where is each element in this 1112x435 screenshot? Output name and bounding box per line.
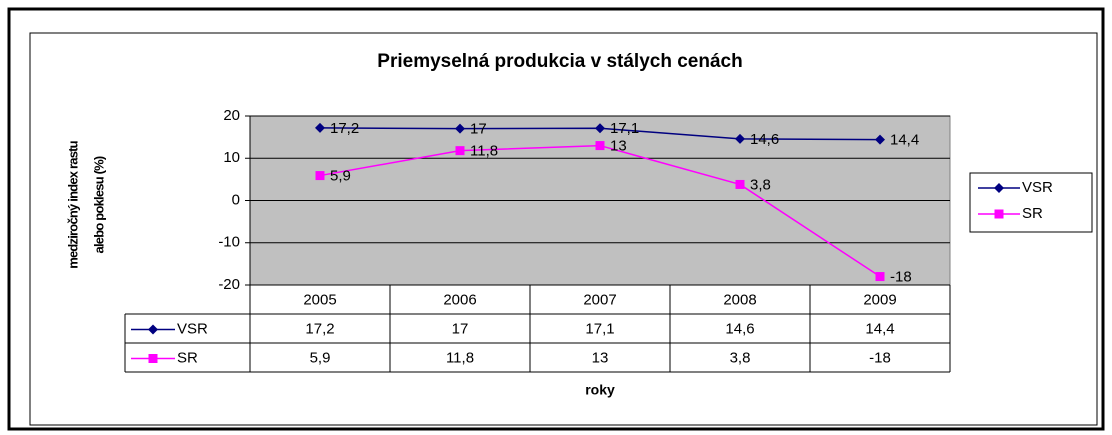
table-series-name: SR (177, 349, 198, 366)
data-label: 11,8 (470, 143, 498, 160)
data-point (595, 141, 605, 151)
data-point (315, 171, 325, 181)
x-tick-label: 2008 (723, 291, 756, 308)
data-label: 17,1 (610, 120, 639, 137)
table-legend-marker (148, 324, 158, 335)
y-tick-label: -10 (218, 234, 240, 251)
data-label: 5,9 (330, 168, 351, 185)
data-point (875, 272, 885, 282)
data-label: 14,6 (750, 131, 779, 148)
x-tick-label: 2007 (583, 291, 616, 308)
table-cell: 13 (592, 349, 609, 366)
data-point (455, 123, 465, 134)
data-label: 17 (470, 121, 487, 138)
data-point (315, 122, 325, 133)
table-cell: 17 (452, 320, 469, 337)
data-label: 17,2 (330, 120, 359, 137)
data-label: 14,4 (890, 132, 919, 149)
data-point (735, 133, 745, 144)
data-point (875, 134, 885, 145)
legend-marker (994, 183, 1004, 193)
table-cell: 5,9 (310, 349, 331, 366)
legend-marker (994, 209, 1004, 219)
x-axis-title: roky (585, 382, 615, 398)
table-cell: 14,4 (865, 320, 894, 337)
data-point (735, 179, 745, 189)
y-axis-title: alebo poklesu (%) (91, 156, 106, 253)
table-cell: 17,1 (585, 320, 614, 337)
y-tick-label: 10 (223, 149, 240, 166)
legend-label: VSR (1022, 179, 1053, 196)
x-tick-label: 2005 (303, 291, 336, 308)
table-cell: 14,6 (725, 320, 754, 337)
table-series-name: VSR (177, 320, 208, 337)
data-point (455, 146, 465, 156)
data-point (595, 123, 605, 134)
table-cell: 11,8 (446, 349, 474, 366)
y-tick-label: 20 (223, 107, 240, 124)
data-label: 13 (610, 138, 627, 155)
table-cell: -18 (869, 349, 891, 366)
x-tick-label: 2009 (863, 291, 896, 308)
data-label: 3,8 (750, 176, 771, 193)
legend-box (969, 172, 1093, 233)
legend-label: SR (1022, 205, 1043, 222)
y-tick-label: 0 (232, 191, 240, 208)
table-cell: 17,2 (305, 320, 334, 337)
data-label: -18 (890, 269, 912, 286)
y-tick-label: -20 (218, 276, 240, 293)
chart-title: Priemyselná produkcia v stálych cenách (377, 51, 742, 72)
x-tick-label: 2006 (443, 291, 476, 308)
table-cell: 3,8 (730, 349, 751, 366)
y-axis-title: medziročný index rastu (65, 140, 80, 268)
table-legend-marker (148, 354, 158, 363)
